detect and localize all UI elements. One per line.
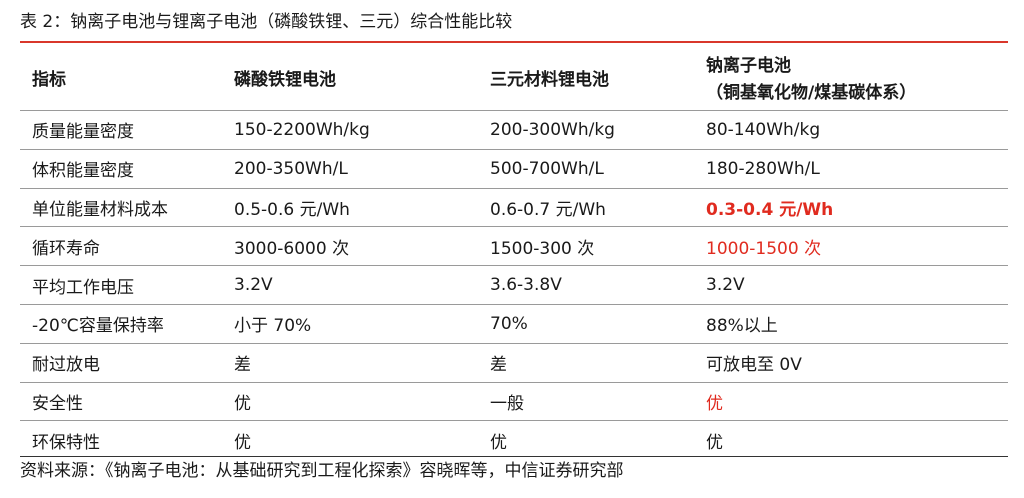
row-sodium-value-highlight: 优 — [706, 381, 1008, 421]
row-sodium-value: 优 — [706, 420, 1008, 460]
row-sodium-value: 3.2V — [706, 265, 1008, 305]
header-metric: 指标 — [20, 44, 234, 111]
source-note: 资料来源：《钠离子电池：从基础研究到工程化探索》容晓晖等，中信证券研究部 — [20, 461, 624, 481]
table-row: -20℃容量保持率 小于 70% 70% 88%以上 — [20, 303, 1008, 344]
row-metric: -20℃容量保持率 — [20, 303, 234, 344]
row-sodium-value: 88%以上 — [706, 303, 1008, 344]
row-lfp-value: 3.2V — [234, 265, 490, 305]
row-ncm-value: 优 — [490, 420, 706, 460]
row-metric: 质量能量密度 — [20, 110, 234, 150]
table-row: 质量能量密度 150-2200Wh/kg 200-300Wh/kg 80-140… — [20, 110, 1008, 150]
table-row: 平均工作电压 3.2V 3.6-3.8V 3.2V — [20, 265, 1008, 305]
header-sodium: 钠离子电池 （铜基氧化物/煤基碳体系） — [706, 44, 1008, 111]
row-lfp-value: 3000-6000 次 — [234, 226, 490, 266]
header-ncm: 三元材料锂电池 — [490, 44, 706, 111]
row-lfp-value: 150-2200Wh/kg — [234, 110, 490, 150]
table-row: 安全性 优 一般 优 — [20, 381, 1008, 421]
row-ncm-value: 500-700Wh/L — [490, 148, 706, 189]
row-ncm-value: 200-300Wh/kg — [490, 110, 706, 150]
row-sodium-value: 180-280Wh/L — [706, 148, 1008, 189]
row-lfp-value: 小于 70% — [234, 303, 490, 344]
row-metric: 体积能量密度 — [20, 148, 234, 189]
row-metric: 平均工作电压 — [20, 265, 234, 305]
row-metric: 环保特性 — [20, 420, 234, 460]
row-lfp-value: 200-350Wh/L — [234, 148, 490, 189]
table-row: 环保特性 优 优 优 — [20, 420, 1008, 460]
comparison-table: 指标 磷酸铁锂电池 三元材料锂电池 钠离子电池 （铜基氧化物/煤基碳体系） 质量… — [20, 44, 1008, 460]
row-metric: 耐过放电 — [20, 342, 234, 383]
row-ncm-value: 一般 — [490, 381, 706, 421]
table-row: 单位能量材料成本 0.5-0.6 元/Wh 0.6-0.7 元/Wh 0.3-0… — [20, 187, 1008, 227]
row-ncm-value: 70% — [490, 303, 706, 344]
row-ncm-value: 差 — [490, 342, 706, 383]
row-lfp-value: 0.5-0.6 元/Wh — [234, 187, 490, 227]
row-ncm-value: 3.6-3.8V — [490, 265, 706, 305]
row-ncm-value: 0.6-0.7 元/Wh — [490, 187, 706, 227]
header-sodium-line1: 钠离子电池 — [706, 56, 791, 76]
row-sodium-value: 80-140Wh/kg — [706, 110, 1008, 150]
row-metric: 单位能量材料成本 — [20, 187, 234, 227]
table-row: 循环寿命 3000-6000 次 1500-300 次 1000-1500 次 — [20, 226, 1008, 266]
table-row: 体积能量密度 200-350Wh/L 500-700Wh/L 180-280Wh… — [20, 148, 1008, 189]
top-red-rule — [20, 41, 1008, 43]
row-metric: 安全性 — [20, 381, 234, 421]
header-lfp: 磷酸铁锂电池 — [234, 44, 490, 111]
row-lfp-value: 优 — [234, 381, 490, 421]
row-sodium-value: 可放电至 0V — [706, 342, 1008, 383]
row-lfp-value: 差 — [234, 342, 490, 383]
row-metric: 循环寿命 — [20, 226, 234, 266]
table-row: 耐过放电 差 差 可放电至 0V — [20, 342, 1008, 383]
row-ncm-value: 1500-300 次 — [490, 226, 706, 266]
table-header-row: 指标 磷酸铁锂电池 三元材料锂电池 钠离子电池 （铜基氧化物/煤基碳体系） — [20, 44, 1008, 111]
row-sodium-value-highlight: 0.3-0.4 元/Wh — [706, 187, 1008, 227]
row-sodium-value-highlight: 1000-1500 次 — [706, 226, 1008, 266]
table-bottom-rule — [20, 456, 1008, 457]
table-title: 表 2：钠离子电池与锂离子电池（磷酸铁锂、三元）综合性能比较 — [20, 12, 513, 32]
row-lfp-value: 优 — [234, 420, 490, 460]
header-sodium-line2: （铜基氧化物/煤基碳体系） — [706, 83, 917, 103]
